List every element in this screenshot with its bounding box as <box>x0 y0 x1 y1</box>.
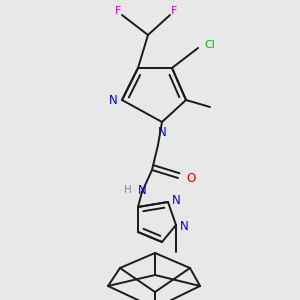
Text: N: N <box>158 126 166 139</box>
Text: N: N <box>180 220 189 233</box>
Text: F: F <box>115 6 121 16</box>
Text: Cl: Cl <box>204 40 215 50</box>
Text: O: O <box>186 172 195 184</box>
Text: H: H <box>124 185 132 195</box>
Text: N: N <box>172 194 181 206</box>
Text: F: F <box>171 6 177 16</box>
Text: N: N <box>138 184 146 196</box>
Text: N: N <box>109 94 118 106</box>
